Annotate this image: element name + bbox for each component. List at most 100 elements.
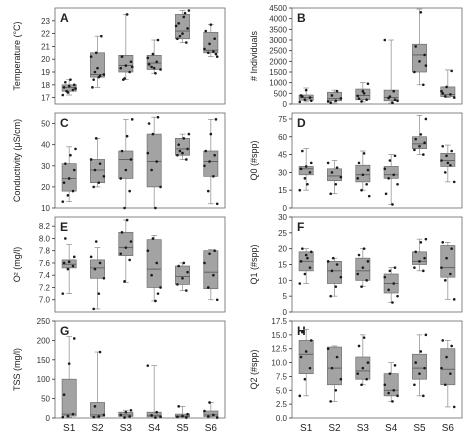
data-point: [392, 89, 396, 93]
data-point: [450, 69, 453, 73]
data-point: [326, 260, 330, 263]
data-point: [102, 73, 106, 76]
data-point: [360, 383, 363, 387]
box-S5: [175, 261, 190, 292]
data-point: [423, 53, 426, 57]
data-point: [208, 42, 211, 46]
box-S6: [440, 241, 456, 301]
data-point: [396, 99, 399, 103]
data-point: [309, 161, 313, 165]
box-iqr: [412, 353, 427, 380]
data-point: [356, 272, 360, 276]
data-point: [128, 258, 131, 262]
box-S2: [89, 240, 106, 311]
data-point: [362, 92, 366, 95]
y-tick-label: 50: [41, 395, 50, 404]
data-point: [423, 141, 426, 144]
box-S6: [203, 118, 219, 206]
panel-label: A: [60, 11, 69, 25]
data-point: [89, 255, 93, 259]
data-point: [206, 415, 210, 418]
data-point: [413, 148, 416, 152]
data-point: [124, 410, 128, 414]
data-point: [424, 333, 428, 337]
y-tick-label: 1000: [269, 79, 287, 88]
data-point: [308, 266, 312, 269]
data-point: [298, 394, 302, 398]
box-S6: [203, 23, 219, 58]
data-point: [357, 253, 361, 257]
plot-frame: [291, 320, 463, 419]
box-S4: [383, 154, 399, 206]
data-point: [177, 22, 180, 25]
box-S5: [412, 8, 428, 87]
data-point: [440, 266, 443, 269]
data-point: [452, 298, 456, 301]
data-point: [176, 283, 179, 286]
box-S5: [412, 237, 428, 273]
box-S4: [146, 115, 162, 210]
data-point: [89, 55, 93, 58]
data-point: [418, 372, 421, 375]
data-point: [74, 87, 77, 90]
box-S3: [355, 334, 371, 387]
data-point: [61, 415, 65, 419]
data-point: [329, 101, 332, 105]
box-iqr: [440, 245, 456, 278]
x-tick-label: S5: [176, 423, 189, 434]
y-tick-label: 20: [41, 55, 50, 64]
data-point: [367, 194, 371, 198]
box-S3: [118, 13, 134, 81]
y-tick-label: 1500: [269, 68, 287, 77]
data-point: [422, 394, 425, 398]
box-S1: [298, 328, 314, 398]
data-point: [181, 32, 184, 35]
data-point: [301, 247, 304, 250]
data-point: [301, 95, 304, 98]
box-S1: [61, 336, 77, 419]
box-iqr: [146, 133, 162, 188]
data-point: [72, 168, 76, 172]
y-tick-label: 21: [41, 42, 50, 51]
data-point: [206, 189, 210, 193]
box-S1: [298, 87, 314, 104]
data-point: [150, 413, 153, 417]
box-iqr: [327, 260, 342, 284]
data-point: [185, 158, 188, 161]
box-iqr: [203, 250, 219, 290]
data-point: [396, 182, 399, 186]
box-iqr: [203, 31, 219, 54]
data-point: [92, 415, 95, 419]
data-point: [362, 336, 366, 339]
data-point: [304, 88, 308, 92]
box-iqr: [355, 88, 371, 101]
data-point: [183, 11, 187, 15]
x-tick-label: S4: [385, 423, 398, 434]
data-point: [89, 158, 93, 161]
data-point: [393, 364, 397, 367]
data-point: [119, 66, 123, 70]
data-point: [419, 133, 423, 136]
data-point: [119, 413, 123, 417]
y-tick-label: 20: [41, 183, 50, 192]
data-point: [418, 144, 421, 148]
x-tick-label: S1: [300, 423, 313, 434]
data-point: [185, 41, 188, 44]
data-point: [185, 416, 188, 419]
data-point: [123, 206, 126, 210]
data-point: [387, 391, 390, 395]
data-point: [365, 377, 368, 381]
x-tick-label: S1: [63, 423, 76, 434]
x-tick-label: S5: [413, 423, 426, 434]
data-point: [181, 414, 184, 418]
y-tick-label: 2.5: [276, 400, 288, 409]
data-point: [125, 134, 129, 138]
y-tick-label: 30: [41, 162, 50, 171]
data-point: [445, 85, 448, 89]
data-point: [308, 366, 312, 370]
y-tick-label: 7.2: [39, 283, 51, 292]
y-tick-label: 3000: [269, 36, 287, 45]
data-point: [71, 189, 75, 193]
data-point: [186, 147, 189, 151]
